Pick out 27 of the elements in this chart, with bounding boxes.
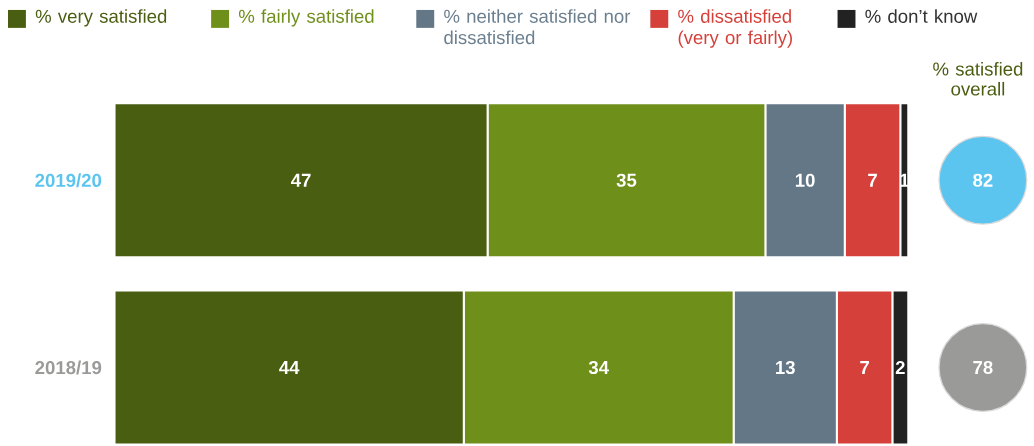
data-label: 7 <box>868 174 877 187</box>
legend-label: % neither satisfied nor dissatisfied <box>444 9 631 45</box>
data-label: 47 <box>291 174 311 187</box>
bar <box>843 102 902 259</box>
data-label: 44 <box>279 361 300 375</box>
legend-label: % very satisfied <box>35 9 167 27</box>
data-label: 2 <box>895 361 905 375</box>
data-label: 10 <box>795 173 815 188</box>
bar <box>486 102 767 259</box>
y-tick-label: 2018/19 <box>35 360 102 375</box>
legend-label: % don’t know <box>865 9 978 24</box>
bar <box>113 102 489 259</box>
text: 78 <box>973 361 993 375</box>
text: 82 <box>973 173 993 188</box>
bar <box>462 289 735 446</box>
data-label: 35 <box>616 173 637 188</box>
bar <box>764 102 846 259</box>
legend-label: % fairly satisfied <box>238 9 374 27</box>
text: % satisfied overall <box>933 62 1023 96</box>
bar <box>732 289 838 446</box>
bar <box>835 289 894 446</box>
data-label: 7 <box>860 361 869 375</box>
legend-label: % dissatisfied (very or fairly) <box>678 9 792 49</box>
data-label: 13 <box>776 361 795 375</box>
data-label: 34 <box>588 361 609 375</box>
y-tick-label: 2019/20 <box>35 173 102 188</box>
bar <box>113 289 465 446</box>
